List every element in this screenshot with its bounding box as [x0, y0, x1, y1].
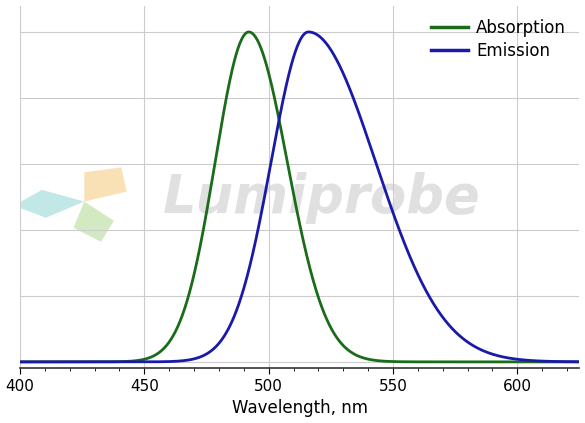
Emission [239, 288, 246, 294]
Emission [66, 359, 73, 364]
Polygon shape [14, 190, 84, 218]
Legend: Absorption, Emission: Absorption, Emission [426, 14, 571, 65]
Text: Lumiprobe: Lumiprobe [163, 172, 481, 224]
Line: Emission: Emission [0, 32, 585, 362]
Absorption [268, 81, 275, 86]
Emission [104, 359, 111, 364]
Line: Absorption: Absorption [0, 32, 585, 362]
X-axis label: Wavelength, nm: Wavelength, nm [232, 399, 368, 418]
Emission [267, 159, 274, 165]
Absorption [104, 359, 111, 364]
Polygon shape [74, 201, 114, 242]
Absorption [245, 30, 252, 35]
Absorption [66, 359, 73, 364]
Emission [556, 359, 563, 364]
Absorption [239, 34, 246, 39]
Absorption [556, 359, 563, 364]
Emission [305, 30, 312, 35]
Polygon shape [84, 168, 126, 201]
